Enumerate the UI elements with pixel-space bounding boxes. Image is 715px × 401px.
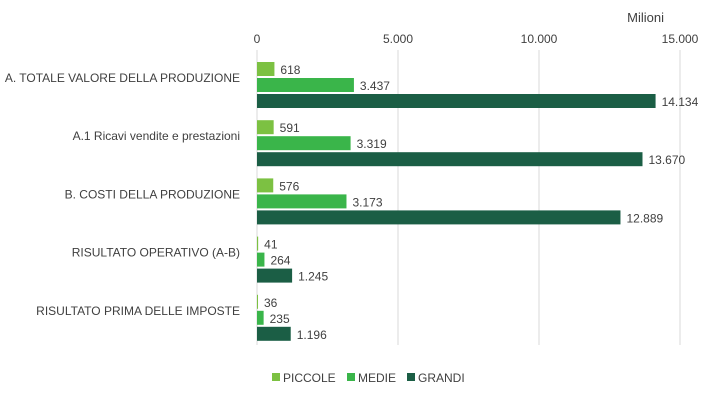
bar-medie <box>257 194 347 209</box>
category-label: RISULTATO OPERATIVO (A-B) <box>72 246 240 260</box>
category-label: A.1 Ricavi vendite e prestazioni <box>73 129 240 143</box>
bar-piccole <box>257 62 275 76</box>
legend-swatch-grandi <box>407 373 415 381</box>
bar-grandi <box>257 152 643 167</box>
data-label: 1.245 <box>298 270 328 284</box>
bar-grandi <box>257 268 293 283</box>
data-label: 12.889 <box>626 211 663 225</box>
x-tick-label: 15.000 <box>662 32 699 46</box>
data-label: 3.319 <box>357 137 387 151</box>
data-label: 3.437 <box>360 79 390 93</box>
bar-piccole <box>257 236 259 251</box>
bars <box>257 62 656 341</box>
legend-label: PICCOLE <box>283 371 336 385</box>
category-labels: A. TOTALE VALORE DELLA PRODUZIONE A.1 Ric… <box>5 71 240 318</box>
data-label: 3.173 <box>352 195 382 209</box>
legend: PICCOLE MEDIE GRANDI <box>272 371 465 385</box>
data-label: 618 <box>280 63 300 77</box>
bar-piccole <box>257 294 259 309</box>
data-label: 591 <box>280 121 300 135</box>
bar-medie <box>257 78 354 92</box>
x-tick-label: 10.000 <box>521 32 558 46</box>
x-tick-label: 5.000 <box>383 32 413 46</box>
data-labels: 618 3.437 14.134 591 3.319 13.670 576 3.173 12.8… <box>264 63 699 342</box>
legend-swatch-piccole <box>272 373 280 381</box>
bar-medie <box>257 310 264 325</box>
legend-label: MEDIE <box>358 371 396 385</box>
bar-medie <box>257 252 265 267</box>
bar-grandi <box>257 94 656 108</box>
category-label: RISULTATO PRIMA DELLE IMPOSTE <box>36 304 240 318</box>
data-label: 1.196 <box>297 328 327 342</box>
data-label: 14.134 <box>662 95 699 109</box>
x-tick-label: 0 <box>254 32 261 46</box>
legend-swatch-medie <box>347 373 355 381</box>
unit-label: Milioni <box>627 10 664 25</box>
x-axis-ticks: 0 5.000 10.000 15.000 <box>254 32 699 46</box>
legend-label: GRANDI <box>418 371 465 385</box>
bar-grandi <box>257 210 621 225</box>
data-label: 235 <box>270 312 290 326</box>
data-label: 36 <box>264 296 278 310</box>
bar-grandi <box>257 326 291 341</box>
data-label: 41 <box>264 238 278 252</box>
category-label: B. COSTI DELLA PRODUZIONE <box>65 187 240 201</box>
data-label: 264 <box>270 254 290 268</box>
bar-medie <box>257 136 351 151</box>
bar-piccole <box>257 120 274 135</box>
category-label: A. TOTALE VALORE DELLA PRODUZIONE <box>5 71 240 85</box>
data-label: 13.670 <box>648 153 685 167</box>
data-label: 576 <box>279 179 299 193</box>
bar-piccole <box>257 178 274 193</box>
